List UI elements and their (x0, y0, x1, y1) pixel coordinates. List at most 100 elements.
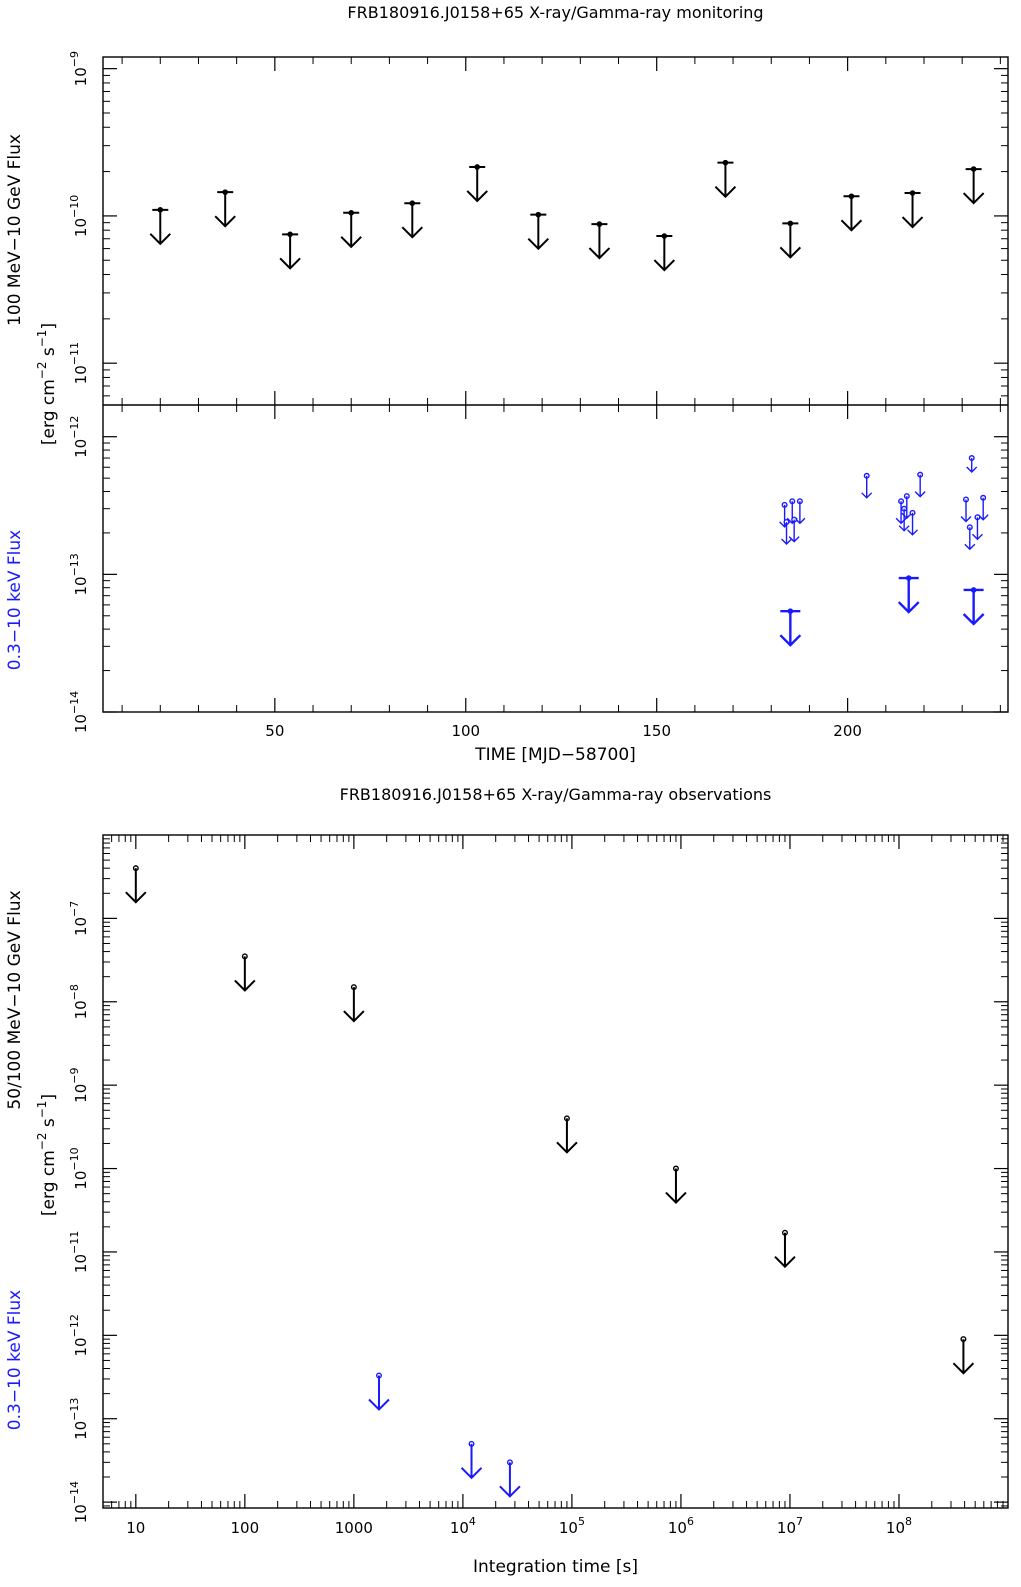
chart2-gamma-upper-limit-head (665, 1191, 687, 1204)
chart1-gamma-upper-limit (588, 221, 611, 260)
chart2-gamma-upper-limit (234, 953, 256, 992)
chart2-ytick-label: 10−11 (68, 1231, 90, 1273)
chart1-gamma-upper-limit-head (466, 190, 488, 203)
chart1-title: FRB180916.J0158+65 X-ray/Gamma-ray monit… (347, 3, 763, 22)
chart1-xray-upper-limit-small (781, 519, 793, 546)
chart1-xlabel: TIME [MJD−58700] (474, 745, 636, 765)
chart2-xray-upper-limit-head (499, 1485, 521, 1498)
chart1-xray-upper-limit-head (897, 601, 920, 614)
chart2-ylabel-gamma: 50/100 MeV−10 GeV Flux (5, 890, 25, 1109)
chart1-gamma-upper-limit-head (149, 233, 171, 246)
chart1-xray-upper-limit-small-head (861, 492, 873, 499)
chart2-xtick-label: 107 (777, 1515, 803, 1537)
chart1-gamma-upper-limit-head (714, 185, 737, 199)
chart2-xlabel: Integration time [s] (473, 1557, 638, 1577)
chart2-ytick-label: 10−7 (68, 901, 90, 936)
chart1-gamma-upper-limit-head (340, 236, 362, 249)
chart2-gamma-upper-limit (343, 984, 365, 1023)
chart1-gamma-upper-limit (527, 211, 550, 251)
chart1-xray-upper-limit (897, 575, 920, 614)
chart1-p1-ytick-label: 10−9 (68, 51, 90, 86)
chart1-xray-upper-limit-small-head (788, 536, 800, 543)
chart2-gamma-upper-limit-head (774, 1256, 796, 1269)
chart1-xray-upper-limit-small (971, 514, 983, 541)
chart1-gamma-upper-limit-head (279, 257, 301, 270)
chart1-p1-ytick-label: 10−11 (68, 342, 90, 384)
chart1-xray-upper-limit-small (964, 524, 976, 551)
chart2-gamma-upper-limit (665, 1165, 687, 1204)
chart2-xtick-label: 10 (126, 1519, 145, 1537)
chart1-xray-upper-limit-small-head (960, 515, 972, 523)
chart2-ytick-label: 10−10 (68, 1147, 90, 1189)
chart1-gamma-upper-limit (779, 220, 802, 259)
chart1-gamma-upper-limit-head (653, 259, 676, 272)
chart2-xtick-label: 1000 (335, 1519, 373, 1537)
chart2-xtick-label: 105 (559, 1515, 585, 1537)
chart2-ytick-label: 10−8 (68, 984, 90, 1019)
chart1-gamma-upper-limit (653, 233, 676, 272)
chart1-gamma-upper-limit-head (588, 247, 611, 260)
chart2-gamma-upper-limit-head (234, 979, 256, 992)
chart2-ylabel-xray: 0.3−10 keV Flux (5, 1290, 25, 1430)
chart1-gamma-upper-limit (901, 190, 924, 229)
chart2-xray-upper-limit-head (368, 1398, 390, 1411)
chart2-xray-upper-limit-head (460, 1467, 483, 1480)
chart1-gamma-upper-limit (340, 209, 362, 249)
chart1-gamma-upper-limit-head (401, 226, 424, 239)
chart1-xray-upper-limit-small-head (971, 533, 983, 541)
chart2-gamma-upper-limit-head (125, 891, 147, 904)
chart2-ytick-label: 10−12 (68, 1314, 90, 1356)
chart1-gamma-upper-limit-head (214, 215, 236, 228)
chart1-p2-ylabel: 0.3−10 keV Flux (5, 530, 25, 670)
chart2-frame (102, 834, 1009, 1509)
chart1-xray-upper-limit-head (962, 613, 985, 626)
chart1-gamma-upper-limit (279, 231, 301, 270)
chart1-xray-upper-limit (962, 587, 985, 626)
chart1-p1-ylabel: 100 MeV−10 GeV Flux (5, 134, 25, 326)
chart2-xray-upper-limit (368, 1372, 390, 1411)
chart2-gamma-upper-limit (556, 1115, 578, 1154)
chart1-gamma-upper-limit (962, 166, 985, 205)
chart1-units-label: [erg cm−2 s−1] (35, 323, 59, 445)
chart1-gamma-upper-limit-head (779, 246, 802, 259)
chart1-p2-ytick-label: 10−12 (68, 416, 90, 458)
chart1-xray-upper-limit-small-head (914, 491, 926, 498)
chart1-gamma-upper-limit-head (527, 237, 550, 251)
chart1-xray-upper-limit-small (960, 496, 972, 523)
chart1-p2-ytick-label: 10−14 (68, 691, 90, 733)
chart1-xray-upper-limit-small-head (907, 529, 919, 536)
chart1-xray-upper-limit-small (861, 472, 873, 499)
chart1-xray-upper-limit-small-head (898, 525, 910, 532)
chart2-gamma-upper-limit-head (343, 1010, 365, 1023)
chart2-xtick-label: 108 (886, 1515, 912, 1537)
chart1-xray-upper-limit-small (907, 509, 919, 536)
chart2-gamma-upper-limit-head (952, 1362, 975, 1375)
chart1-gamma-upper-limit-head (901, 216, 924, 229)
chart2-xray-upper-limit (460, 1440, 483, 1480)
chart1-xtick-label: 150 (642, 722, 671, 740)
chart2-xtick-label: 104 (450, 1515, 476, 1537)
chart2-gamma-upper-limit (952, 1336, 975, 1375)
chart1-xray-upper-limit-small (966, 455, 978, 474)
chart1-xray-upper-limit-small (895, 498, 907, 525)
chart2-xtick-label: 106 (668, 1515, 694, 1537)
chart1-p1-ytick-label: 10−10 (68, 195, 90, 237)
chart2-ytick-label: 10−13 (68, 1398, 90, 1440)
chart1-gamma-upper-limit (149, 207, 171, 246)
chart1-xray-upper-limit (779, 608, 802, 647)
chart2-ytick-label: 10−9 (68, 1068, 90, 1103)
chart2-gamma-upper-limit (125, 865, 147, 904)
chart1-frame (102, 56, 1009, 713)
chart2-ylabel-units: [erg cm−2 s−1] (35, 1094, 59, 1216)
chart2-gamma-upper-limit-head (556, 1141, 578, 1154)
chart1-gamma-upper-limit-head (840, 219, 863, 232)
chart1-xray-upper-limit-small (914, 471, 926, 498)
chart1-xray-upper-limit-small-head (781, 538, 793, 546)
chart1-gamma-upper-limit (840, 193, 863, 232)
chart1-xray-upper-limit-small (788, 516, 800, 543)
chart1-gamma-upper-limit (714, 159, 737, 199)
chart2-title: FRB180916.J0158+65 X-ray/Gamma-ray obser… (340, 785, 772, 804)
chart2-ytick-label: 10−14 (68, 1481, 90, 1523)
